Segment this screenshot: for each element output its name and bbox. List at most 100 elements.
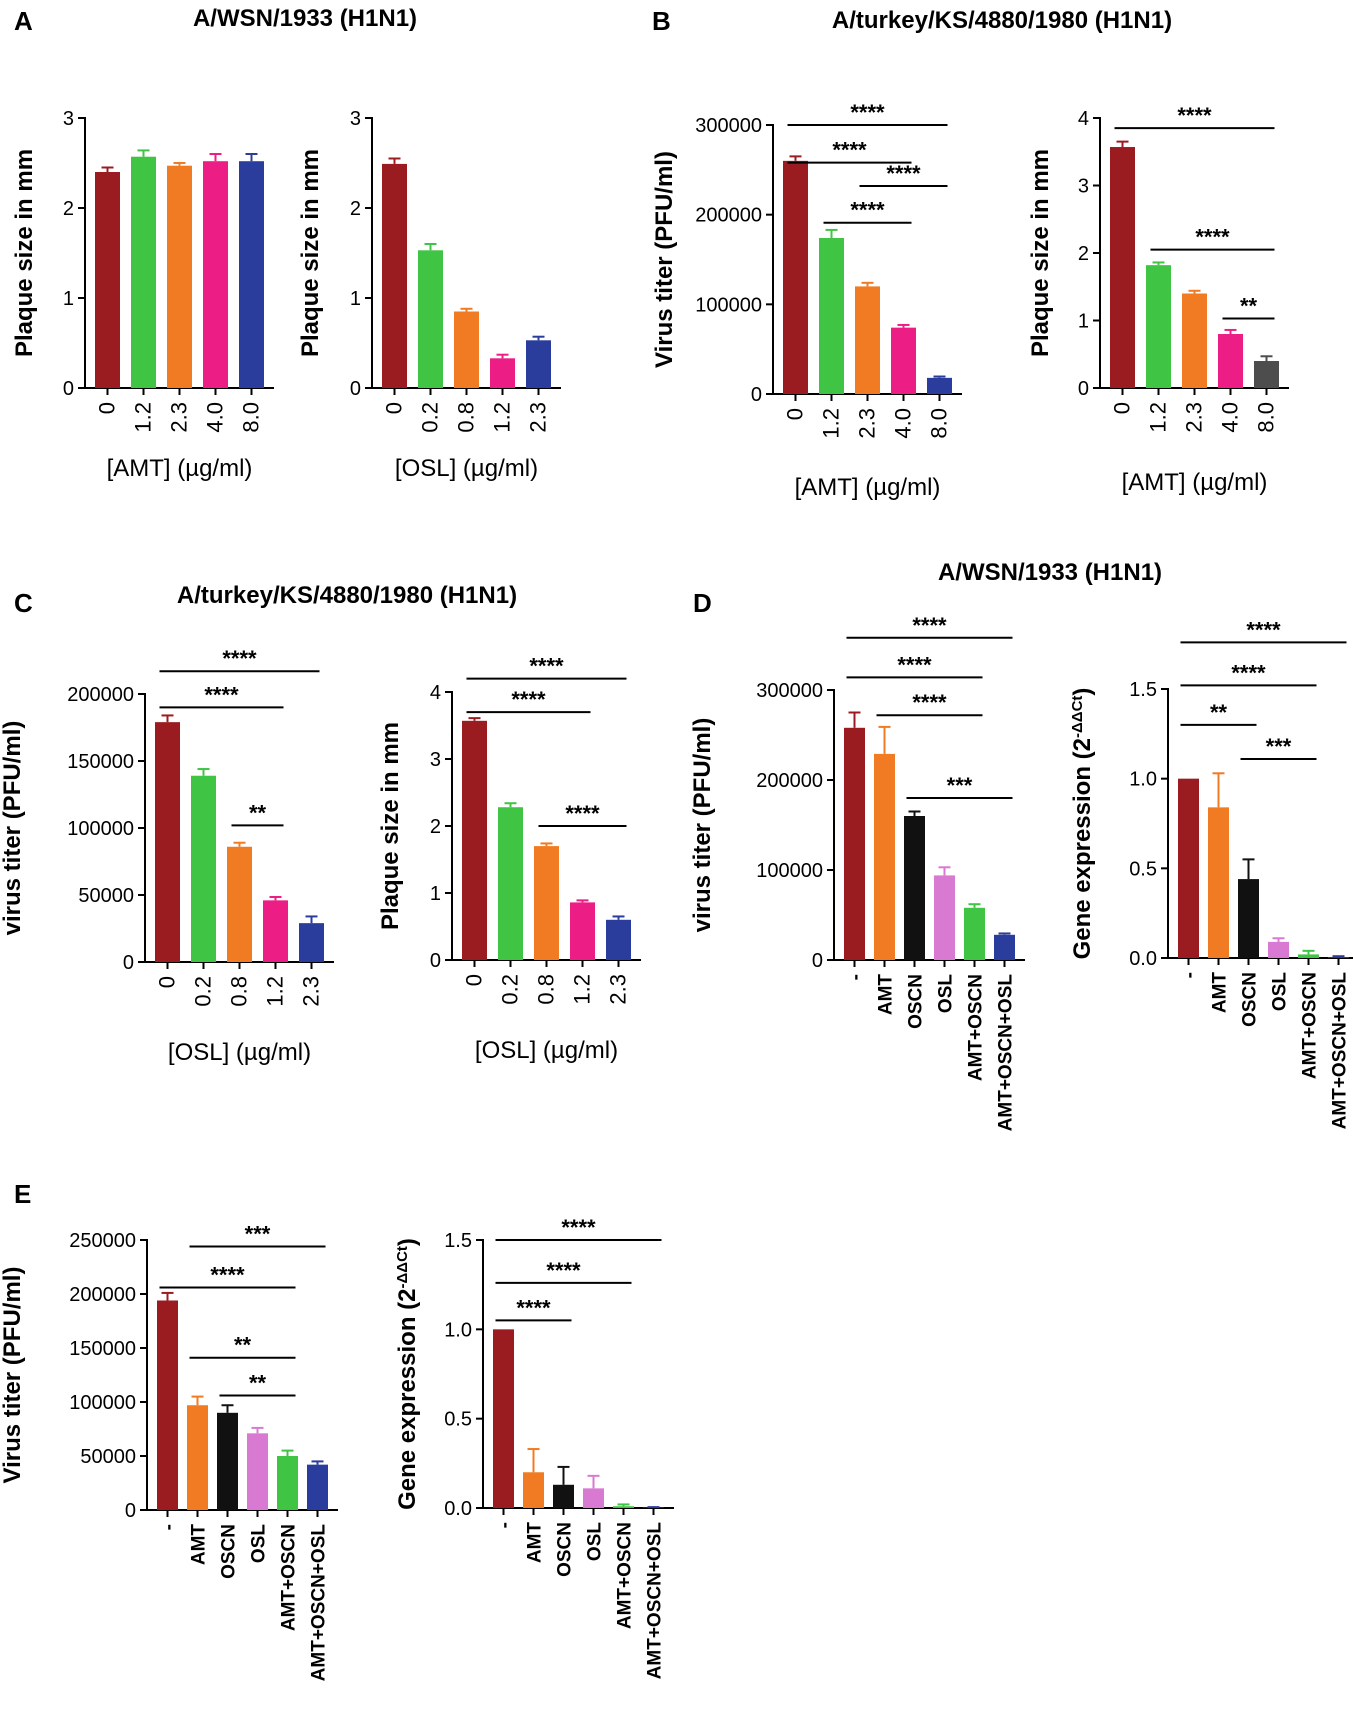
category-label-c1-1: 0.2 [191, 976, 216, 1007]
y-tick-label-e2: 0.0 [444, 1498, 472, 1520]
category-label-c2-4: 2.3 [606, 974, 631, 1005]
bar-e1-4 [277, 1456, 298, 1510]
y-tick-label-d2: 1.0 [1129, 769, 1157, 791]
panel-label-a: A [14, 6, 33, 36]
bar-a2-2 [454, 311, 479, 388]
bar-d1-3 [934, 875, 955, 960]
category-label-e1-1: AMT [189, 1524, 210, 1566]
significance-label-c2-0: **** [529, 654, 564, 679]
category-label-a2-1: 0.2 [418, 402, 443, 433]
bar-b1-0 [783, 160, 808, 394]
y-axis-label-a2: Plaque size in mm [297, 149, 324, 357]
bar-e1-3 [247, 1433, 268, 1510]
y-tick-label-b1: 0 [751, 384, 762, 406]
category-label-c2-2: 0.8 [534, 974, 559, 1005]
category-label-e1-3: OSL [249, 1524, 270, 1563]
y-tick-label-e1: 100000 [69, 1392, 136, 1414]
category-label-e1-4: AMT+OSCN [279, 1524, 300, 1631]
category-label-e2-4: AMT+OSCN [615, 1522, 636, 1629]
category-label-b1-2: 2.3 [855, 408, 880, 439]
y-tick-label-d1: 300000 [756, 680, 823, 702]
chart-e2: 0.0 0.5 1.0 1.5 - AMT OSCN OSL AMT+OSCN AMT+OSCN+… [394, 1215, 674, 1680]
category-label-e2-5: AMT+OSCN+OSL [645, 1522, 666, 1680]
significance-label-d2-0: **** [1246, 617, 1281, 642]
bar-e2-3 [583, 1488, 604, 1508]
category-label-d2-3: OSL [1270, 972, 1291, 1011]
bar-d2-5 [1328, 957, 1349, 958]
y-tick-label-d1: 200000 [756, 770, 823, 792]
y-tick-label-b2: 0 [1078, 378, 1089, 400]
category-label-a2-4: 2.3 [526, 402, 551, 433]
bar-a2-1 [418, 250, 443, 388]
panel-label-b: B [652, 6, 671, 36]
y-tick-label-a2: 2 [350, 198, 361, 220]
category-label-d1-2: OSCN [906, 974, 927, 1029]
bar-a1-1 [131, 156, 156, 388]
bar-e1-2 [217, 1412, 238, 1510]
y-axis-label-c2: Plaque size in mm [377, 722, 404, 930]
category-label-a2-3: 1.2 [490, 402, 515, 433]
y-axis-label-superscript-e2: -ΔΔCt [394, 1246, 411, 1288]
category-label-b2-4: 8.0 [1254, 402, 1279, 433]
category-label-a1-3: 4.0 [203, 402, 228, 433]
y-tick-label-a1: 2 [63, 198, 74, 220]
bar-c1-0 [155, 722, 180, 962]
title-panel-d: A/WSN/1933 (H1N1) [938, 559, 1162, 586]
y-tick-label-d2: 0.0 [1129, 948, 1157, 970]
bar-b1-2 [855, 286, 880, 394]
category-label-e2-1: AMT [525, 1522, 546, 1564]
chart-d2: 0.0 0.5 1.0 1.5 - AMT OSCN OSL AMT+OSCN AMT+OSCN+… [1069, 617, 1353, 1129]
category-label-b1-0: 0 [783, 408, 808, 420]
significance-label-b1-3: **** [850, 198, 885, 223]
y-tick-label-a2: 1 [350, 288, 361, 310]
category-label-d2-2: OSCN [1240, 972, 1261, 1027]
y-tick-label-a2: 3 [350, 108, 361, 130]
bar-c2-3 [570, 902, 595, 960]
y-tick-label-e1: 50000 [80, 1446, 136, 1468]
bar-b2-3 [1218, 334, 1243, 388]
y-tick-label-b1: 200000 [695, 205, 762, 227]
significance-label-c1-0: **** [222, 646, 257, 671]
y-axis-label-a1: Plaque size in mm [11, 149, 38, 357]
bar-c2-0 [462, 720, 487, 960]
bar-b2-4 [1254, 361, 1279, 388]
y-axis-label-d2: Gene expression (2-ΔΔCt) [1069, 688, 1097, 960]
category-label-d1-0: - [846, 974, 867, 980]
bar-e2-2 [553, 1484, 574, 1508]
significance-label-d2-3: *** [1266, 734, 1292, 759]
bar-c2-2 [534, 846, 559, 960]
y-tick-label-e1: 200000 [69, 1284, 136, 1306]
bar-d1-0 [844, 727, 865, 960]
significance-label-d1-3: *** [947, 773, 973, 798]
panel-label-d: D [693, 588, 712, 618]
bar-b1-3 [891, 327, 916, 394]
x-axis-label-b1: [AMT] (µg/ml) [795, 474, 941, 501]
panel-label-e: E [14, 1179, 31, 1209]
category-label-d2-4: AMT+OSCN [1300, 972, 1321, 1079]
y-axis-label-b2: Plaque size in mm [1027, 149, 1054, 357]
category-label-e2-0: - [495, 1522, 516, 1528]
bar-a1-0 [95, 172, 120, 388]
panel-label-c: C [14, 588, 33, 618]
significance-label-e1-1: **** [210, 1263, 245, 1288]
significance-label-e2-1: **** [546, 1258, 581, 1283]
bar-e1-0 [157, 1300, 178, 1510]
title-panel-a: A/WSN/1933 (H1N1) [193, 5, 417, 32]
chart-e1: 0 50000 100000 150000 200000 250000 - AMT OSCN OS… [0, 1221, 338, 1681]
significance-label-e2-0: **** [561, 1215, 596, 1240]
significance-label-c1-2: ** [249, 800, 267, 825]
bar-d1-5 [994, 934, 1015, 960]
chart-a2: 0 1 2 3 0 0.2 0.8 1.2 2.3 Plaque size in mm [OSL] … [297, 108, 561, 482]
category-label-d1-5: AMT+OSCN+OSL [996, 974, 1017, 1132]
bar-d2-1 [1208, 807, 1229, 958]
y-axis-label-c1: virus titer (PFU/ml) [0, 721, 26, 936]
bar-e2-0 [493, 1329, 514, 1508]
bar-d2-0 [1178, 778, 1199, 958]
category-label-c1-2: 0.8 [227, 976, 252, 1007]
bar-d2-3 [1268, 941, 1289, 958]
bar-d1-4 [964, 907, 985, 960]
significance-label-d2-2: ** [1210, 700, 1228, 725]
bar-e1-5 [307, 1464, 328, 1510]
